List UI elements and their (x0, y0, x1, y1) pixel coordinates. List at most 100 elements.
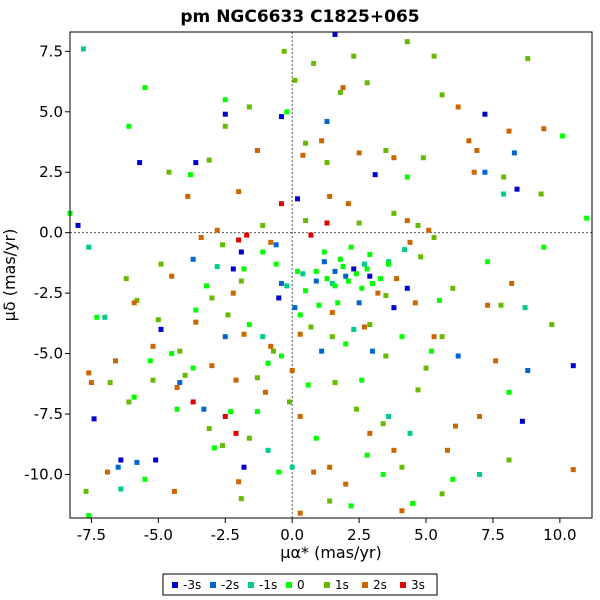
data-point (260, 334, 266, 340)
data-point (244, 232, 250, 238)
data-point (236, 189, 242, 195)
data-point (444, 447, 450, 453)
y-tick-label: -2.5 (34, 284, 63, 302)
data-point (142, 476, 148, 482)
data-point (102, 314, 108, 320)
data-point (230, 290, 236, 296)
data-point (319, 348, 325, 354)
legend-box (162, 573, 438, 596)
x-tick-label: -5.0 (144, 526, 173, 544)
data-point (541, 126, 547, 132)
data-point (364, 80, 370, 86)
data-point (327, 464, 333, 470)
data-point (118, 486, 124, 492)
data-point (228, 409, 234, 415)
data-point (220, 242, 226, 248)
data-point (225, 312, 231, 318)
data-point (431, 53, 437, 59)
data-point (201, 406, 207, 412)
data-point (311, 60, 317, 66)
data-point (329, 309, 335, 315)
data-point (126, 399, 132, 405)
data-point (319, 138, 325, 144)
data-point (241, 331, 247, 337)
data-point (193, 319, 199, 325)
data-point (404, 285, 410, 291)
data-point (386, 413, 392, 419)
data-point (104, 469, 110, 475)
y-tick-label: -7.5 (34, 405, 63, 423)
data-point (383, 353, 389, 359)
data-point (278, 201, 284, 207)
data-point (514, 186, 520, 192)
series--3s (75, 31, 576, 470)
data-point (260, 249, 266, 255)
series-2s (86, 85, 576, 516)
data-point (321, 249, 327, 255)
data-point (439, 334, 445, 340)
x-axis-label: μα* (mas/yr) (280, 543, 381, 562)
data-point (549, 322, 555, 328)
data-point (351, 266, 357, 272)
data-point (303, 288, 309, 294)
data-point (525, 56, 531, 62)
legend: -3s -2s -1s 0 1s 2s 3s (162, 573, 438, 596)
data-point (107, 380, 113, 386)
data-point (431, 235, 437, 241)
data-point (501, 191, 507, 197)
data-point (455, 104, 461, 110)
data-point (273, 261, 279, 267)
data-point (182, 372, 188, 378)
data-point (206, 426, 212, 432)
data-point (428, 348, 434, 354)
data-point (246, 322, 252, 328)
data-point (332, 31, 338, 37)
data-point (485, 259, 491, 265)
data-point (324, 220, 330, 226)
data-point (190, 399, 196, 405)
data-point (278, 353, 284, 359)
data-point (343, 341, 349, 347)
data-point (343, 273, 349, 279)
data-point (391, 155, 397, 161)
legend-item: 2s (362, 578, 387, 592)
data-point (241, 266, 247, 272)
legend-marker (400, 582, 406, 588)
data-point (329, 280, 335, 286)
data-point (345, 201, 351, 207)
data-point (303, 140, 309, 146)
data-point (254, 375, 260, 381)
legend-label: -2s (221, 578, 239, 592)
data-point (147, 358, 153, 364)
data-point (262, 389, 268, 395)
data-point (313, 268, 319, 274)
legend-label: -1s (259, 578, 277, 592)
data-point (399, 464, 405, 470)
y-tick-label: -10.0 (24, 465, 63, 483)
data-point (276, 469, 282, 475)
legend-marker (362, 582, 368, 588)
data-point (439, 92, 445, 98)
data-point (506, 128, 512, 134)
data-point (190, 256, 196, 262)
data-point (193, 307, 199, 313)
data-point (570, 363, 576, 369)
data-point (158, 261, 164, 267)
data-point (311, 469, 317, 475)
data-point (246, 435, 252, 441)
data-point (383, 293, 389, 299)
data-point (212, 445, 218, 451)
data-point (324, 276, 330, 282)
data-point (150, 343, 156, 349)
data-point (383, 147, 389, 153)
data-point (420, 155, 426, 161)
data-point (436, 297, 442, 303)
data-point (222, 111, 228, 117)
data-point (482, 111, 488, 117)
data-point (220, 442, 226, 448)
data-point (295, 196, 301, 202)
data-point (123, 276, 129, 282)
y-axis-ticks: -10.0 -7.5 -5.0 -2.5 0.0 2.5 5.0 7.5 (24, 42, 70, 483)
data-point (238, 496, 244, 502)
